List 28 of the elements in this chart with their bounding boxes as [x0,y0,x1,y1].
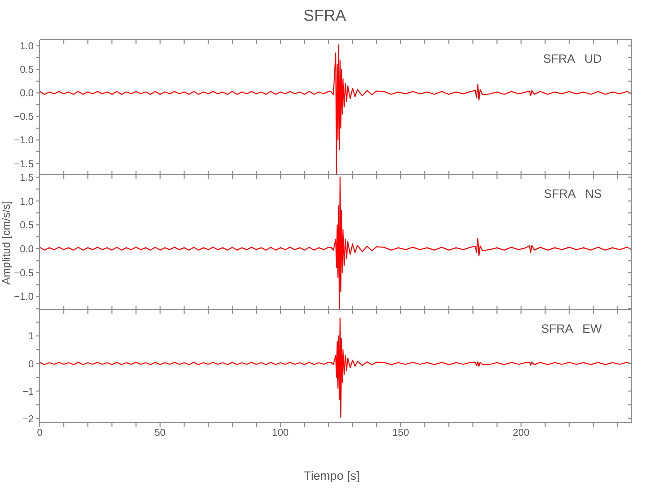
y-tick-label: 1.5 [20,172,34,184]
x-axis-title: Tiempo [s] [303,469,361,483]
y-tick-label: 0.5 [20,220,34,232]
chart-title: SFRA [302,8,348,26]
x-tick-label: 0 [37,428,44,440]
y-tick-label: −1.0 [14,136,34,147]
y-tick-label: 0.0 [20,88,34,100]
y-axis-title: Amplitud [cm/s/s] [1,200,13,284]
y-tick-label: −1.5 [14,159,34,170]
x-tick-label: 100 [272,428,290,440]
y-tick-label: 1.0 [20,196,34,208]
x-tick-label: 50 [154,428,166,440]
annotation: SFRA EW [541,322,602,336]
annotation: SFRA NS [544,187,602,201]
x-tick-label: 200 [512,428,530,440]
y-tick-label: 1 [28,332,34,343]
annotation: SFRA UD [543,52,602,66]
y-tick-label: 1.0 [20,42,34,53]
y-tick-label: 0 [28,359,34,370]
y-tick-label: −2 [22,414,34,426]
y-tick-label: 0.5 [20,65,34,76]
x-tick-label: 150 [392,428,410,440]
y-tick-label: −0.5 [14,268,34,280]
line-series [40,318,632,418]
y-tick-label: −1 [22,386,34,398]
y-tick-label: −1.0 [14,292,34,304]
y-tick-label: 0.0 [20,244,34,256]
y-tick-label: −0.5 [14,112,34,124]
